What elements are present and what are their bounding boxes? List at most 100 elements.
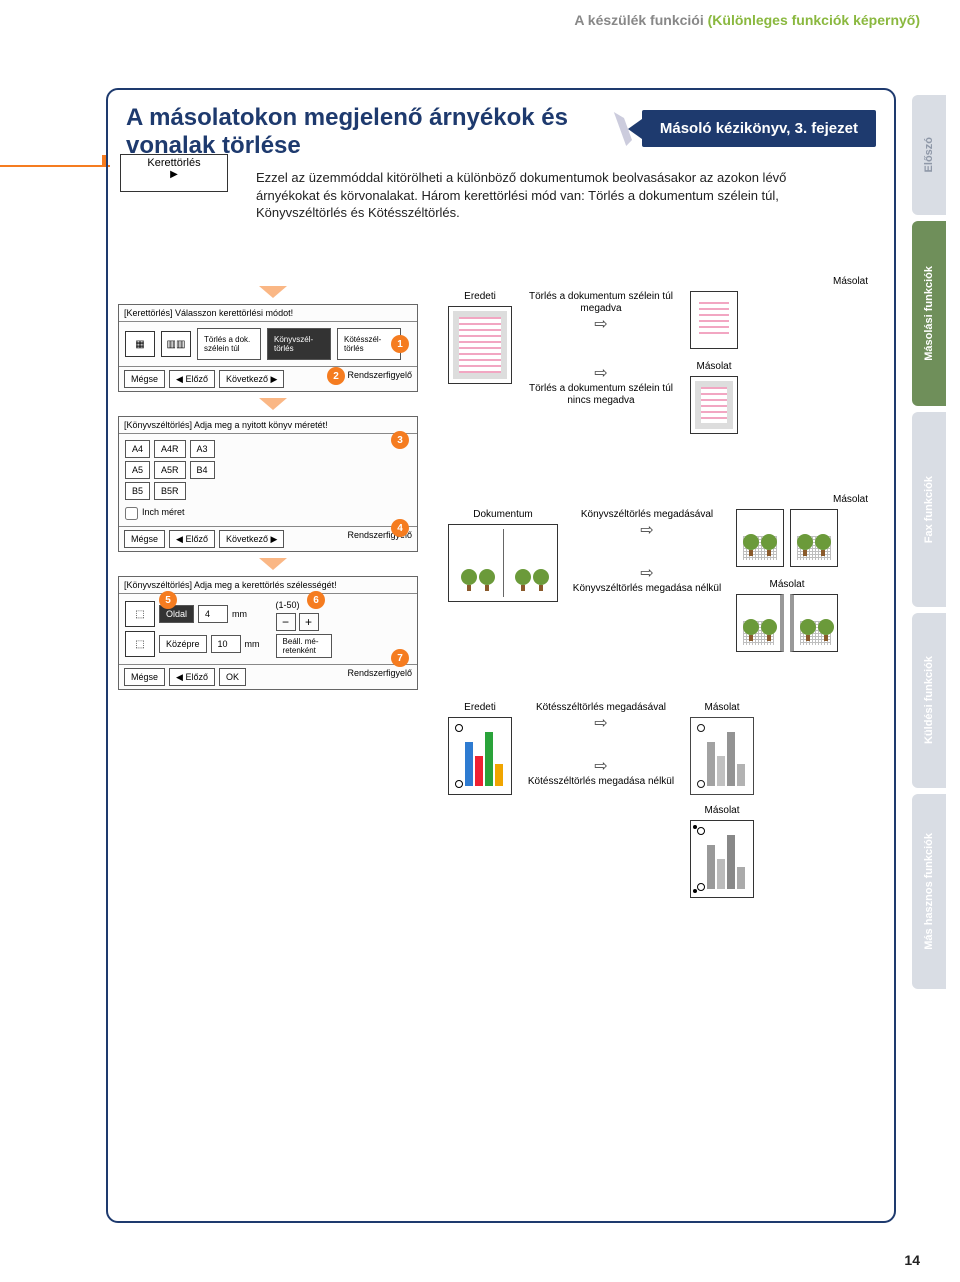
plus-button[interactable]: +	[299, 613, 319, 631]
step-badge-3: 3	[391, 431, 409, 449]
size-a3[interactable]: A3	[190, 440, 215, 458]
with-label: Kötésszéltörlés megadásával	[536, 702, 666, 713]
copy-page-a-shadow	[736, 594, 784, 652]
book-thumb	[448, 524, 558, 602]
minus-button[interactable]: −	[276, 613, 296, 631]
copy-label: Másolat	[704, 702, 739, 713]
side-icon: ⬚	[125, 601, 155, 627]
orig-label: Eredeti	[464, 702, 496, 713]
arrow-right-icon: ⇨	[526, 364, 676, 383]
with-label: Könyvszéltörlés megadásával	[581, 509, 713, 520]
size-a5r[interactable]: A5R	[154, 461, 186, 479]
arrow-right-icon: ⇨	[572, 521, 722, 540]
screen-1: [Kerettörlés] Válasszon kerettörlési mód…	[118, 304, 418, 392]
next-button[interactable]: Következő ▶	[219, 530, 284, 548]
orig-label: Eredeti	[464, 291, 496, 302]
row-val[interactable]: 10	[211, 635, 241, 653]
tab-label: Másolási funkciók	[923, 266, 935, 361]
side-tabs: Előszó Másolási funkciók Fax funkciók Kü…	[912, 95, 946, 1215]
keret-chevron-icon: ▶	[170, 169, 178, 180]
screen-3: [Könyvszéltörlés] Adja meg a kerettörlés…	[118, 576, 418, 690]
arrow-right-icon: ⇨	[572, 564, 722, 583]
arrow-right-icon: ⇨	[526, 714, 676, 733]
center-icon: ⬚	[125, 631, 155, 657]
step-badge-2: 2	[327, 367, 345, 385]
inch-checkbox[interactable]	[125, 507, 138, 520]
original-thumb	[448, 306, 512, 384]
screen-header: [Kerettörlés] Válasszon kerettörlési mód…	[119, 305, 417, 322]
chevron-down-icon	[259, 398, 287, 410]
page-number: 14	[904, 1252, 920, 1268]
copy-shadow-thumb	[690, 376, 738, 434]
size-b5r[interactable]: B5R	[154, 482, 186, 500]
per-size-button[interactable]: Beáll. mé-retenként	[276, 634, 332, 658]
prev-button[interactable]: ◀ Előző	[169, 530, 215, 548]
copy-label: Másolat	[769, 579, 804, 590]
chevron-down-icon	[259, 558, 287, 570]
cancel-button[interactable]: Mégse	[124, 668, 165, 686]
row-val[interactable]: 4	[198, 605, 228, 623]
cancel-button[interactable]: Mégse	[124, 370, 165, 388]
book-icon: ▥▥	[161, 331, 191, 357]
section-title: A másolatokon megjelenő árnyékok és vona…	[126, 104, 606, 159]
reference-badge: Másoló kézikönyv, 3. fejezet	[642, 110, 876, 147]
next-button[interactable]: Következő ▶	[219, 370, 284, 388]
screens-column: [Kerettörlés] Válasszon kerettörlési mód…	[118, 280, 428, 694]
keret-button[interactable]: Kerettörlés ▶	[120, 154, 228, 192]
step-badge-4: 4	[391, 519, 409, 537]
opt-1[interactable]: Törlés a dok. szélein túl	[197, 328, 261, 360]
copy-page-b	[790, 509, 838, 567]
size-a4r[interactable]: A4R	[154, 440, 186, 458]
prev-button[interactable]: ◀ Előző	[169, 370, 215, 388]
step-badge-5: 5	[159, 591, 177, 609]
row-unit: mm	[245, 639, 260, 649]
status-text: Rendszerfigyelő	[347, 370, 412, 388]
tab-foreword[interactable]: Előszó	[912, 95, 946, 215]
without-label: Törlés a dokumentum szélein túl nincs me…	[529, 383, 673, 406]
main-frame: A másolatokon megjelenő árnyékok és vona…	[106, 88, 896, 1223]
size-a4[interactable]: A4	[125, 440, 150, 458]
description: Ezzel az üzemmóddal kitörölheti a különb…	[256, 169, 846, 222]
size-a5[interactable]: A5	[125, 461, 150, 479]
row-label[interactable]: Középre	[159, 635, 207, 653]
example-book-erase: Másolat Dokumentum Könyvszéltörlés megad…	[448, 494, 878, 652]
copy-shadow	[690, 820, 754, 898]
tab-copy[interactable]: Másolási funkciók	[912, 221, 946, 406]
doc-label: Dokumentum	[473, 509, 532, 520]
keret-label: Kerettörlés	[147, 157, 200, 169]
with-label: Törlés a dokumentum szélein túl megadva	[529, 291, 673, 314]
arrow-right-icon: ⇨	[526, 757, 676, 776]
tab-label: Fax funkciók	[923, 476, 935, 543]
copy-page-b-shadow	[790, 594, 838, 652]
tab-send[interactable]: Küldési funkciók	[912, 613, 946, 788]
header-prefix: A készülék funkciói	[574, 12, 707, 28]
tab-other[interactable]: Más hasznos funkciók	[912, 794, 946, 989]
copy-label: Másolat	[696, 361, 731, 372]
binding-thumb	[448, 717, 512, 795]
copy-page-a	[736, 509, 784, 567]
copy-clean-thumb	[690, 291, 738, 349]
chevron-down-icon	[259, 286, 287, 298]
step-badge-6: 6	[307, 591, 325, 609]
without-label: Kötésszéltörlés megadása nélkül	[528, 776, 674, 787]
without-label: Könyvszéltörlés megadása nélkül	[573, 583, 721, 594]
screen-2: [Könyvszéltörlés] Adja meg a nyitott kön…	[118, 416, 418, 552]
copy-clean	[690, 717, 754, 795]
tab-fax[interactable]: Fax funkciók	[912, 412, 946, 607]
page-header: A készülék funkciói (Különleges funkciók…	[0, 0, 960, 32]
screen-header: [Könyvszéltörlés] Adja meg a nyitott kön…	[119, 417, 417, 434]
step-badge-1: 1	[391, 335, 409, 353]
tab-label: Előszó	[923, 137, 935, 172]
tab-label: Más hasznos funkciók	[923, 833, 935, 950]
opt-2[interactable]: Könyvszél-törlés	[267, 328, 331, 360]
cancel-button[interactable]: Mégse	[124, 530, 165, 548]
ok-button[interactable]: OK	[219, 668, 246, 686]
row-unit: mm	[232, 609, 247, 619]
prev-button[interactable]: ◀ Előző	[169, 668, 215, 686]
size-b5[interactable]: B5	[125, 482, 150, 500]
arrow-right-icon: ⇨	[526, 315, 676, 334]
size-b4[interactable]: B4	[190, 461, 215, 479]
copy-label: Másolat	[704, 805, 739, 816]
status-text: Rendszerfigyelő	[347, 668, 412, 686]
inch-label: Inch méret	[142, 507, 185, 520]
